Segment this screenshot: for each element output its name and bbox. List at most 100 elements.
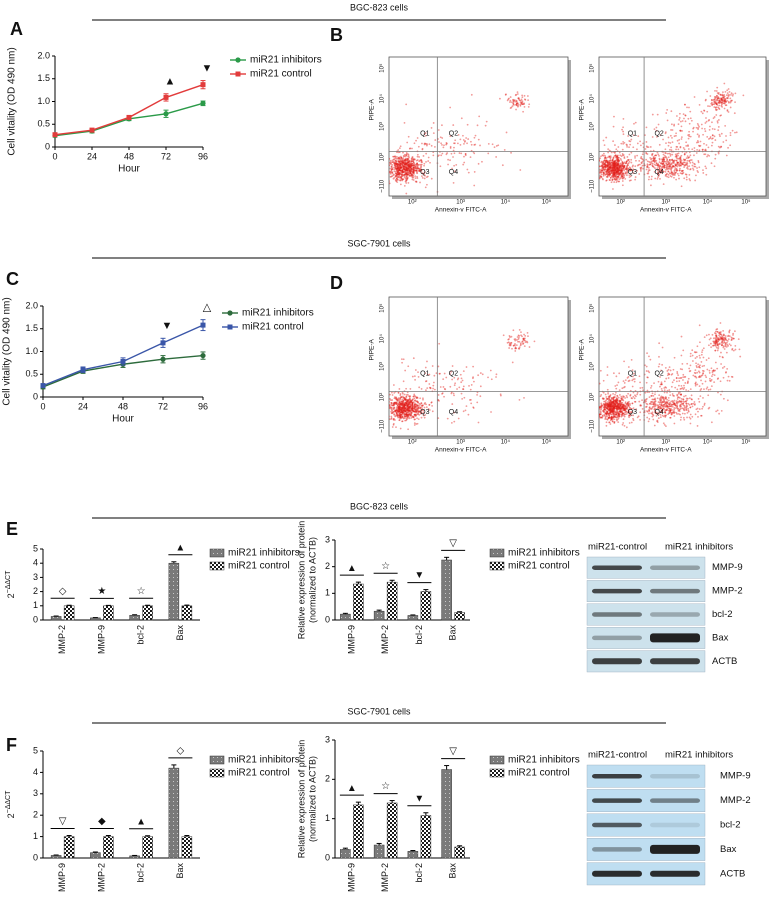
y-axis-label: Cell vitality (OD 490 nm) xyxy=(2,297,13,405)
annotation: ◇ xyxy=(59,586,67,597)
event-dot xyxy=(624,178,626,180)
event-dot xyxy=(399,419,401,421)
event-dot xyxy=(391,407,393,409)
event-dot xyxy=(613,396,615,398)
event-dot xyxy=(651,178,653,180)
event-dot xyxy=(705,117,707,119)
event-dot xyxy=(654,393,656,395)
event-dot xyxy=(600,412,602,414)
event-dot xyxy=(689,162,691,164)
event-dot xyxy=(659,363,661,365)
event-dot xyxy=(416,172,418,174)
event-dot xyxy=(676,170,678,172)
event-dot xyxy=(398,411,400,413)
event-dot xyxy=(637,392,639,394)
event-dot xyxy=(417,177,419,179)
event-dot xyxy=(657,114,659,116)
y-tick-label: 4 xyxy=(33,767,38,777)
event-dot xyxy=(670,401,672,403)
event-dot xyxy=(517,336,519,338)
event-dot xyxy=(648,371,650,373)
event-dot xyxy=(390,173,392,175)
bar xyxy=(103,606,113,620)
event-dot xyxy=(500,393,502,395)
event-dot xyxy=(620,411,622,413)
y-tick-label: 2 xyxy=(325,561,330,571)
event-dot xyxy=(617,412,619,414)
event-dot xyxy=(478,422,480,424)
event-dot xyxy=(622,395,624,397)
event-dot xyxy=(684,401,686,403)
event-dot xyxy=(400,160,402,162)
legend-label: miR21 inhibitors xyxy=(228,548,300,559)
event-dot xyxy=(401,413,403,415)
annotation: ◇ xyxy=(177,746,185,757)
event-dot xyxy=(728,88,730,90)
panel-label: E xyxy=(6,519,18,539)
y-axis-label: (normalized to ACTB) xyxy=(307,537,317,623)
event-dot xyxy=(696,127,698,129)
event-dot xyxy=(399,406,401,408)
event-dot xyxy=(648,161,650,163)
event-dot xyxy=(596,405,598,407)
event-dot xyxy=(639,419,641,421)
event-dot xyxy=(702,172,704,174)
y-tick-label: 2.0 xyxy=(37,50,50,60)
event-dot xyxy=(417,404,419,406)
event-dot xyxy=(707,105,709,107)
event-dot xyxy=(619,400,621,402)
event-dot xyxy=(677,148,679,150)
event-dot xyxy=(703,143,705,145)
event-dot xyxy=(405,181,407,183)
event-dot xyxy=(604,156,606,158)
event-dot xyxy=(601,165,603,167)
bar xyxy=(130,615,140,620)
event-dot xyxy=(522,340,524,342)
event-dot xyxy=(622,178,624,180)
event-dot xyxy=(421,164,423,166)
event-dot xyxy=(681,398,683,400)
event-dot xyxy=(696,356,698,358)
bar xyxy=(182,837,192,858)
event-dot xyxy=(467,124,469,126)
event-dot xyxy=(613,126,615,128)
y-tick-label: 10² xyxy=(380,153,386,162)
event-dot xyxy=(599,157,601,159)
event-dot xyxy=(390,411,392,413)
event-dot xyxy=(617,171,619,173)
event-dot xyxy=(402,404,404,406)
event-dot xyxy=(732,93,734,95)
event-dot xyxy=(401,159,403,161)
event-dot xyxy=(618,372,620,374)
legend-label: miR21 inhibitors xyxy=(508,755,580,766)
event-dot xyxy=(389,171,391,173)
event-dot xyxy=(415,410,417,412)
event-dot xyxy=(653,382,655,384)
event-dot xyxy=(654,155,656,157)
event-dot xyxy=(699,324,701,326)
legend-label: miR21 inhibitors xyxy=(228,755,300,766)
annotation: ☆ xyxy=(381,781,390,792)
event-dot xyxy=(673,415,675,417)
marker xyxy=(201,82,206,87)
event-dot xyxy=(679,414,681,416)
event-dot xyxy=(519,100,521,102)
x-axis-label: Hour xyxy=(112,414,134,425)
event-dot xyxy=(598,168,600,170)
y-tick-label: 1 xyxy=(33,600,38,610)
panel-label: B xyxy=(330,25,343,45)
event-dot xyxy=(734,101,736,103)
event-dot xyxy=(410,172,412,174)
event-dot xyxy=(438,366,440,368)
event-dot xyxy=(404,164,406,166)
event-dot xyxy=(388,170,390,172)
event-dot xyxy=(622,154,624,156)
event-dot xyxy=(462,164,464,166)
event-dot xyxy=(465,409,467,411)
bar xyxy=(421,591,431,620)
event-dot xyxy=(478,116,480,118)
event-dot xyxy=(465,137,467,139)
event-dot xyxy=(587,404,589,406)
event-dot xyxy=(663,401,665,403)
legend-label: miR21 control xyxy=(250,69,312,80)
